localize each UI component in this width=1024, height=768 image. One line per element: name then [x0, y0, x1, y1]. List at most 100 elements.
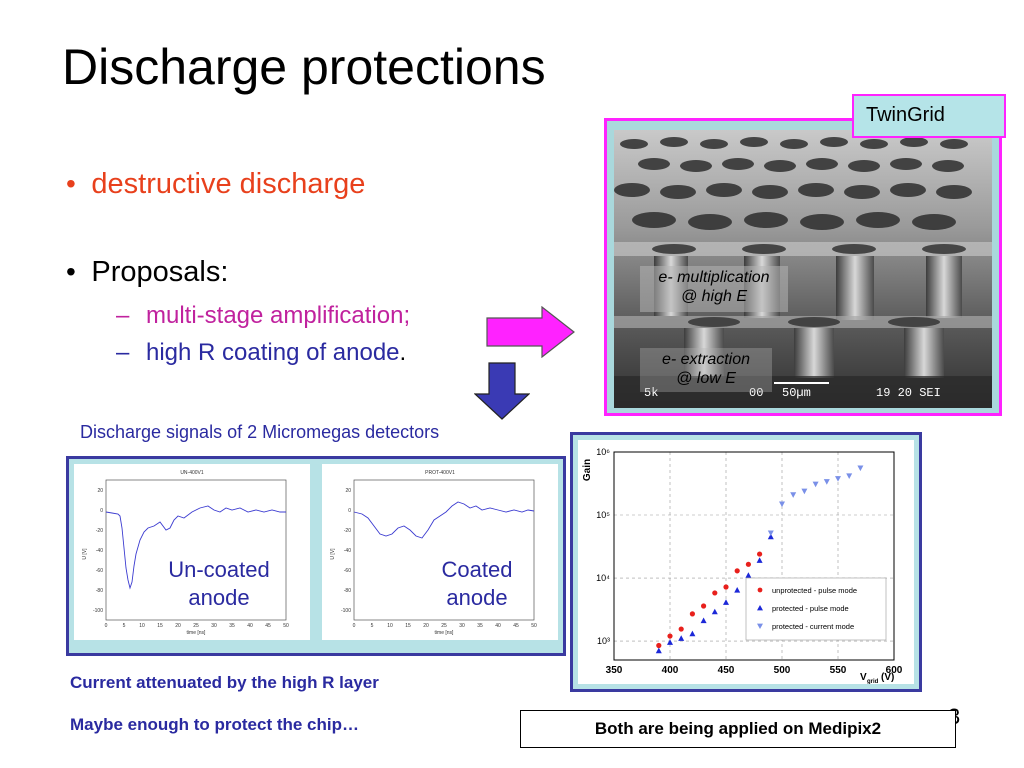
data-point	[701, 603, 707, 609]
label-e-multiplication: e- multiplication @ high E	[640, 266, 788, 312]
label-line-2: @ low E	[676, 370, 736, 387]
scale-label-left: 5k	[644, 386, 658, 400]
bullet-marker: •	[66, 168, 92, 199]
x-tick-label: 30	[211, 623, 217, 629]
y-tick-label: 10⁶	[596, 447, 610, 457]
x-tick-label: 40	[247, 623, 253, 629]
x-tick-label: 500	[774, 665, 791, 676]
subbullet-text: multi-stage amplification;	[146, 302, 411, 329]
subbullet-multistage: – multi-stage amplification;	[116, 302, 410, 330]
data-point	[790, 492, 797, 498]
x-tick-label: 5	[371, 623, 374, 629]
x-tick-label: 25	[441, 623, 447, 629]
x-tick-label: 25	[193, 623, 199, 629]
coated-anode-label: Coated anode	[412, 556, 542, 612]
data-point	[667, 633, 673, 639]
y-tick-label: -20	[344, 528, 351, 534]
data-point	[812, 481, 819, 488]
x-tick-label: 5	[123, 623, 126, 629]
x-axis-label: time [ns]	[187, 630, 207, 636]
y-tick-label: 0	[348, 508, 351, 514]
scale-label-mid: 00	[749, 386, 763, 400]
x-tick-label: 10	[139, 623, 145, 629]
data-point	[734, 587, 741, 593]
y-tick-label: 0	[100, 508, 103, 514]
uncoated-signal-plot: UN-400V1 20 0 -20 -40 -60 -80 -100 0 5 10 15 20 25 3…	[82, 470, 289, 636]
data-point	[801, 488, 808, 495]
x-tick-label: 50	[531, 623, 537, 629]
data-point	[723, 584, 729, 590]
y-tick-label: -60	[344, 568, 351, 574]
data-point	[745, 561, 751, 567]
legend-box	[745, 577, 887, 641]
uncoated-signal-panel: UN-400V1 20 0 -20 -40 -60 -80 -100 0 5 10 15 20 25 3…	[74, 464, 310, 640]
x-tick-label: 45	[265, 623, 271, 629]
data-point	[689, 630, 696, 637]
x-tick-label: 40	[495, 623, 501, 629]
y-tick-label: -40	[344, 548, 351, 554]
x-tick-label: 50	[283, 623, 289, 629]
label-line-1: e- multiplication	[658, 269, 770, 286]
y-axis-label: U [V]	[330, 548, 336, 560]
data-point	[667, 639, 673, 645]
dash-marker: –	[116, 302, 130, 329]
y-tick-label: 20	[345, 488, 351, 494]
x-tick-label: 0	[105, 623, 108, 629]
label-e-extraction: e- extraction @ low E	[640, 348, 772, 392]
discharge-signals-caption: Discharge signals of 2 Micromegas detect…	[80, 422, 440, 442]
data-point	[767, 533, 774, 540]
data-point	[678, 626, 684, 632]
data-point	[734, 568, 740, 574]
label-line-1: Un-coated	[168, 557, 270, 582]
label-line-2: anode	[446, 585, 508, 610]
x-label-sub: grid	[867, 679, 879, 684]
data-point	[656, 642, 662, 649]
dash-marker: –	[116, 339, 130, 366]
protect-chip-note: Maybe enough to protect the chip…	[70, 715, 360, 734]
coated-signal-panel: PROT-400V1 20 0 -20 -40 -60 -80 -100 0 5 10 15 20 2…	[322, 464, 558, 640]
subbullet-high-r-coating: – high R coating of anode.	[116, 339, 406, 367]
y-tick-label: 10⁵	[596, 510, 610, 520]
x-tick-label: 10	[387, 623, 393, 629]
twingrid-sem-image: 5k 00 50µm 19 20 SEI	[614, 130, 992, 408]
medipix-note-box: Both are being applied on Medipix2	[520, 710, 956, 748]
data-point	[767, 530, 774, 537]
plot-title: PROT-400V1	[425, 470, 455, 476]
bullet-marker: •	[66, 256, 92, 287]
bullet-proposals: • Proposals:	[66, 256, 228, 289]
y-tick-label: 10³	[597, 636, 610, 646]
bullet-destructive-discharge: • destructive discharge	[66, 168, 365, 201]
label-line-1: Coated	[441, 557, 513, 582]
scale-label-right: 19 20 SEI	[876, 386, 941, 400]
y-tick-label: 20	[97, 488, 103, 494]
x-tick-label: 15	[157, 623, 163, 629]
y-tick-label: -40	[96, 548, 103, 554]
x-tick-label: 0	[353, 623, 356, 629]
x-tick-label: 45	[513, 623, 519, 629]
data-point	[723, 599, 729, 605]
data-point	[700, 617, 707, 624]
bullet-text: Proposals:	[91, 256, 229, 288]
twingrid-badge: TwinGrid	[852, 94, 1006, 138]
bullet-text: destructive discharge	[91, 168, 366, 200]
data-point	[857, 465, 864, 472]
x-tick-label: 20	[423, 623, 429, 629]
gain-chart: 10³ 10⁴ 10⁵ 10⁶ 350 400 450 500 550 600 Gain V g…	[578, 440, 914, 684]
data-point	[745, 572, 752, 578]
y-tick-label: -100	[341, 608, 351, 614]
data-point	[846, 473, 853, 479]
plot-title: UN-400V1	[180, 470, 204, 476]
data-point	[711, 608, 718, 615]
subbullet-period: .	[399, 339, 407, 366]
legend-marker	[757, 587, 763, 593]
data-point	[756, 557, 763, 563]
attenuated-note: Current attenuated by the high R layer	[70, 673, 379, 692]
gain-x-axis-label: V grid (V)	[860, 672, 894, 684]
data-point	[835, 476, 841, 482]
x-tick-label: 450	[718, 665, 735, 676]
x-tick-label: 30	[459, 623, 465, 629]
y-tick-label: 10⁴	[596, 573, 610, 583]
y-axis-label: U [V]	[82, 548, 88, 560]
gain-y-axis-label: Gain	[582, 459, 593, 481]
right-arrow-icon	[486, 306, 575, 358]
